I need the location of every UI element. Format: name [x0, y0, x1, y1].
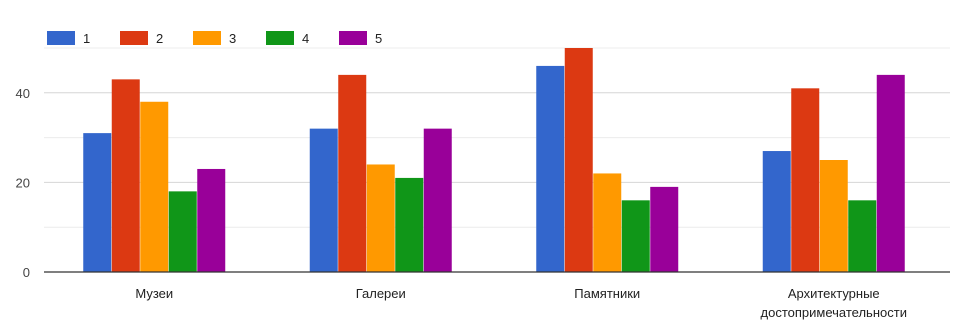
legend-swatch [120, 31, 148, 45]
bar [338, 74, 367, 272]
legend-swatch [266, 31, 294, 45]
bar [762, 151, 791, 272]
x-category-label: Галереи [356, 286, 406, 301]
bar [366, 164, 395, 272]
bar [83, 133, 112, 272]
bars [83, 48, 905, 272]
bar [791, 88, 820, 272]
legend-label: 3 [229, 31, 236, 46]
bar [593, 173, 622, 272]
bar [650, 186, 679, 272]
bar [819, 160, 848, 272]
bar [111, 79, 140, 272]
legend-swatch [339, 31, 367, 45]
bar [621, 200, 650, 272]
bar [536, 65, 565, 272]
x-category-label: Памятники [574, 286, 640, 301]
y-tick-label: 0 [23, 265, 30, 280]
legend-swatch [47, 31, 75, 45]
y-tick-label: 40 [16, 86, 30, 101]
legend-label: 5 [375, 31, 382, 46]
x-axis-category-labels: Музеи Галереи Памятники Архитектурные достоп… [135, 286, 907, 320]
legend-swatch [193, 31, 221, 45]
bar [848, 200, 877, 272]
y-axis-tick-labels: 0 20 40 [16, 86, 30, 280]
bar [395, 177, 424, 272]
bar [140, 101, 169, 272]
bar [876, 74, 905, 272]
x-category-label: достопримечательности [761, 305, 907, 320]
x-category-label: Архитектурные [788, 286, 880, 301]
bar [168, 191, 197, 272]
bar [197, 168, 226, 272]
legend-label: 2 [156, 31, 163, 46]
x-category-label: Музеи [135, 286, 173, 301]
y-tick-label: 20 [16, 175, 30, 190]
bar [309, 128, 338, 272]
bar [564, 48, 593, 272]
legend-label: 1 [83, 31, 90, 46]
legend-label: 4 [302, 31, 309, 46]
legend: 1 2 3 4 5 [47, 31, 382, 46]
bar [423, 128, 452, 272]
